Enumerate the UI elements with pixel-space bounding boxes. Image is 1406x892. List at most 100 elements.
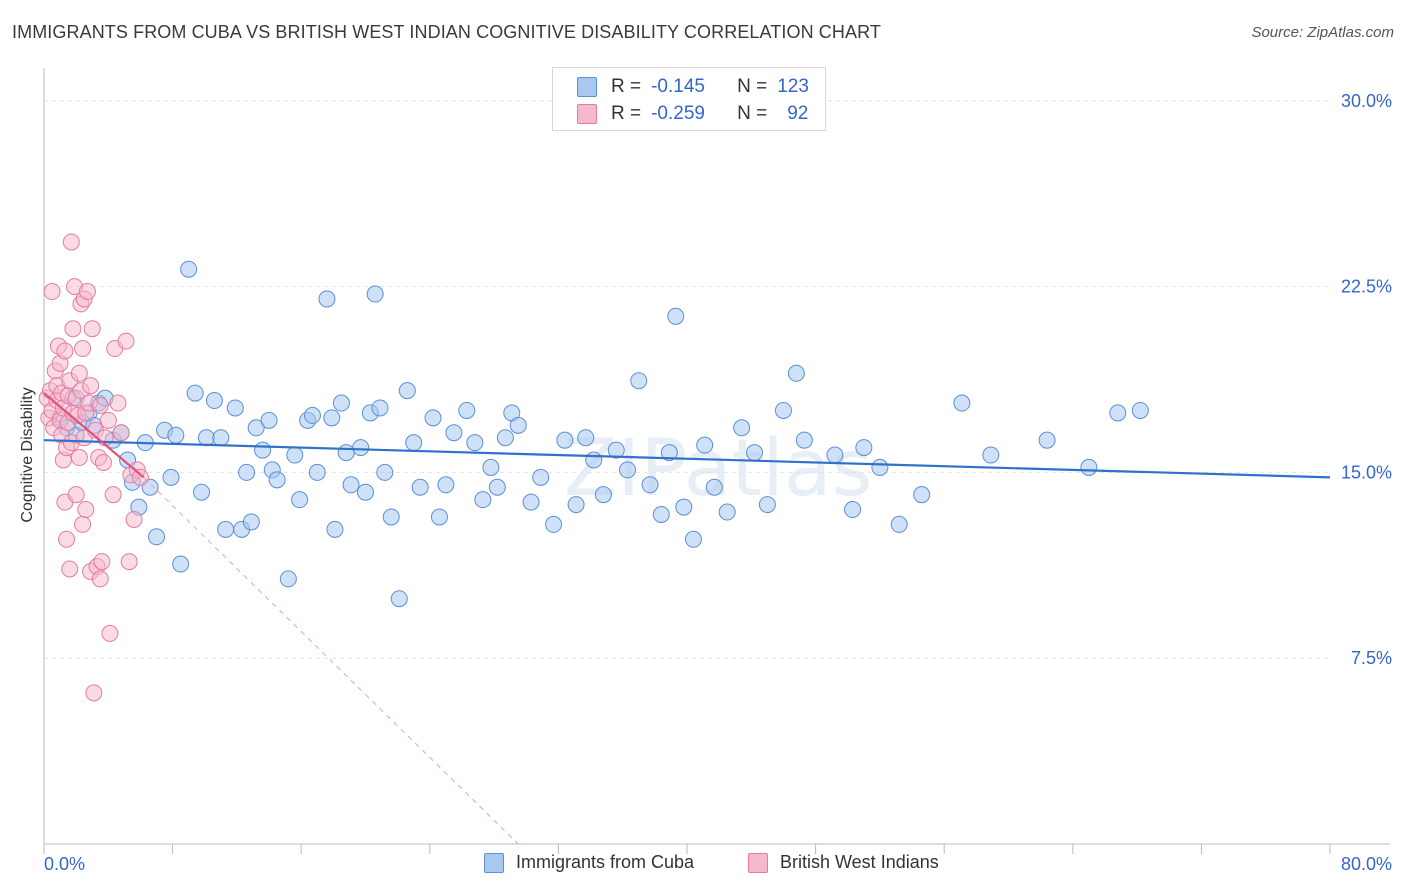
data-point-cuba <box>871 458 889 476</box>
data-point-cuba <box>260 411 278 429</box>
data-point-bwi <box>61 560 79 578</box>
data-point-cuba <box>577 429 595 447</box>
data-point-cuba <box>746 444 764 462</box>
data-point-bwi <box>85 684 103 702</box>
data-point-bwi <box>83 320 101 338</box>
data-point-cuba <box>148 528 166 546</box>
data-point-cuba <box>567 496 585 514</box>
data-point-cuba <box>247 419 265 437</box>
data-point-bwi <box>99 411 117 429</box>
data-point-cuba <box>458 401 476 419</box>
trend-line-bwi <box>43 392 145 479</box>
data-point-cuba <box>705 478 723 496</box>
data-point-bwi <box>125 510 143 528</box>
x-tick-label: 80.0% <box>1341 854 1392 874</box>
data-point-cuba <box>522 493 540 511</box>
data-point-cuba <box>172 555 190 573</box>
data-point-cuba <box>180 260 198 278</box>
data-point-bwi <box>104 486 122 504</box>
data-point-cuba <box>556 431 574 449</box>
data-point-cuba <box>186 384 204 402</box>
data-point-cuba <box>167 426 185 444</box>
data-point-cuba <box>652 506 670 524</box>
data-point-bwi <box>82 377 100 395</box>
data-point-cuba <box>733 419 751 437</box>
legend-r-value: -0.145 <box>651 76 705 97</box>
data-point-cuba <box>660 444 678 462</box>
legend-n-label: N = <box>737 103 768 124</box>
legend-n-label: N = <box>737 76 768 97</box>
data-point-cuba <box>1080 458 1098 476</box>
trend-line-bwi-extended <box>143 476 519 845</box>
legend-label-bwi: British West Indians <box>780 852 939 872</box>
source-credit: Source: ZipAtlas.com <box>1251 24 1394 41</box>
data-point-cuba <box>1109 404 1127 422</box>
data-point-cuba <box>376 463 394 481</box>
data-point-cuba <box>197 429 215 447</box>
data-point-bwi <box>91 570 109 588</box>
data-point-cuba <box>844 501 862 519</box>
data-point-cuba <box>594 486 612 504</box>
data-point-cuba <box>474 491 492 509</box>
data-point-bwi <box>62 233 80 251</box>
data-point-cuba <box>162 468 180 486</box>
correlation-legend: R = -0.145 N = 123 R = -0.259 N = 92 <box>552 67 826 131</box>
data-point-cuba <box>291 491 309 509</box>
chart-title: IMMIGRANTS FROM CUBA VS BRITISH WEST IND… <box>12 22 881 42</box>
data-point-bwi <box>43 283 61 301</box>
data-point-cuba <box>205 392 223 410</box>
data-point-cuba <box>398 382 416 400</box>
data-point-cuba <box>826 446 844 464</box>
data-point-bwi <box>64 320 82 338</box>
data-point-cuba <box>718 503 736 521</box>
y-tick-label: 30.0% <box>1341 91 1392 111</box>
data-point-cuba <box>411 478 429 496</box>
data-point-cuba <box>366 285 384 303</box>
data-point-cuba <box>488 478 506 496</box>
data-point-cuba <box>390 590 408 608</box>
data-point-cuba <box>1131 401 1149 419</box>
data-point-cuba <box>217 520 235 538</box>
y-tick-label: 22.5% <box>1341 277 1392 297</box>
data-point-bwi <box>101 624 119 642</box>
data-point-cuba <box>607 441 625 459</box>
data-point-cuba <box>696 436 714 454</box>
data-point-cuba <box>585 451 603 469</box>
data-point-cuba <box>254 441 272 459</box>
data-point-cuba <box>332 394 350 412</box>
legend-r-value: -0.259 <box>651 103 705 124</box>
data-point-cuba <box>890 515 908 533</box>
data-point-cuba <box>667 307 685 325</box>
data-point-bwi <box>58 530 76 548</box>
data-point-cuba <box>619 461 637 479</box>
legend-swatch-blue <box>484 852 504 873</box>
y-tick-label: 15.0% <box>1341 462 1392 482</box>
series-legend: Immigrants from Cuba British West Indian… <box>0 850 1406 878</box>
data-point-cuba <box>238 463 256 481</box>
data-point-cuba <box>675 498 693 516</box>
data-point-cuba <box>303 406 321 424</box>
legend-swatch-pink <box>748 852 768 873</box>
legend-item-cuba[interactable]: Immigrants from Cuba <box>484 852 694 873</box>
data-point-cuba <box>509 416 527 434</box>
data-point-cuba <box>326 520 344 538</box>
data-point-cuba <box>405 434 423 452</box>
legend-label-cuba: Immigrants from Cuba <box>516 852 695 872</box>
data-point-bwi <box>70 364 88 382</box>
data-point-cuba <box>323 409 341 427</box>
data-point-cuba <box>337 444 355 462</box>
legend-item-bwi[interactable]: British West Indians <box>748 852 939 873</box>
data-point-cuba <box>212 429 230 447</box>
data-point-cuba <box>1038 431 1056 449</box>
data-point-cuba <box>641 476 659 494</box>
data-point-cuba <box>758 496 776 514</box>
data-point-bwi <box>91 396 109 414</box>
data-point-cuba <box>482 458 500 476</box>
legend-n-value: 123 <box>777 76 809 97</box>
data-point-cuba <box>342 476 360 494</box>
data-point-bwi <box>56 342 74 360</box>
data-point-bwi <box>78 283 96 301</box>
trend-line-cuba <box>43 439 1331 479</box>
data-point-cuba <box>466 434 484 452</box>
data-point-cuba <box>953 394 971 412</box>
